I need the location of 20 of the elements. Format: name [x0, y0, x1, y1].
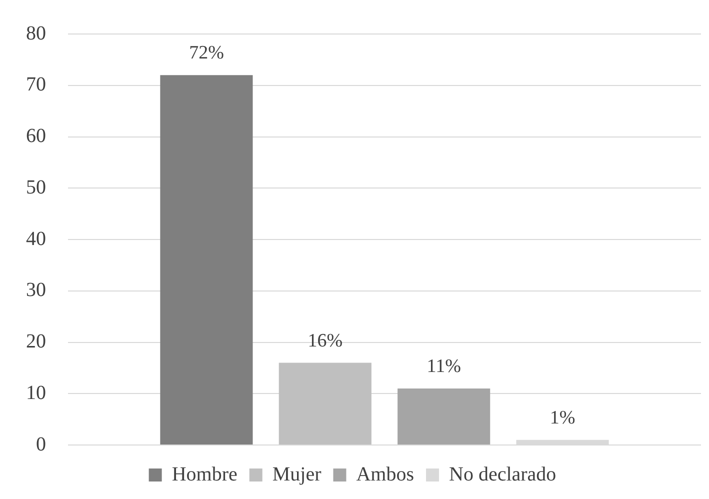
y-tick-label: 60 [26, 125, 46, 147]
data-label: 1% [550, 407, 576, 428]
y-tick-label: 20 [26, 330, 46, 352]
legend-label: No declarado [449, 463, 556, 486]
legend-label: Ambos [356, 463, 414, 486]
y-tick-label: 40 [26, 228, 46, 250]
y-tick-label: 0 [36, 433, 46, 456]
data-label: 11% [426, 356, 462, 377]
y-tick-label: 30 [26, 279, 46, 302]
bar [278, 362, 372, 444]
data-label: 72% [189, 42, 224, 64]
y-tick-label: 80 [26, 22, 46, 44]
y-tick-label: 50 [26, 176, 46, 198]
data-label: 16% [308, 330, 343, 352]
bar [398, 388, 490, 444]
y-tick-label: 70 [26, 74, 46, 96]
legend-label: Hombre [172, 463, 238, 486]
legend-label: Mujer [272, 463, 322, 486]
y-tick-label: 10 [26, 382, 46, 404]
bar [160, 75, 253, 444]
